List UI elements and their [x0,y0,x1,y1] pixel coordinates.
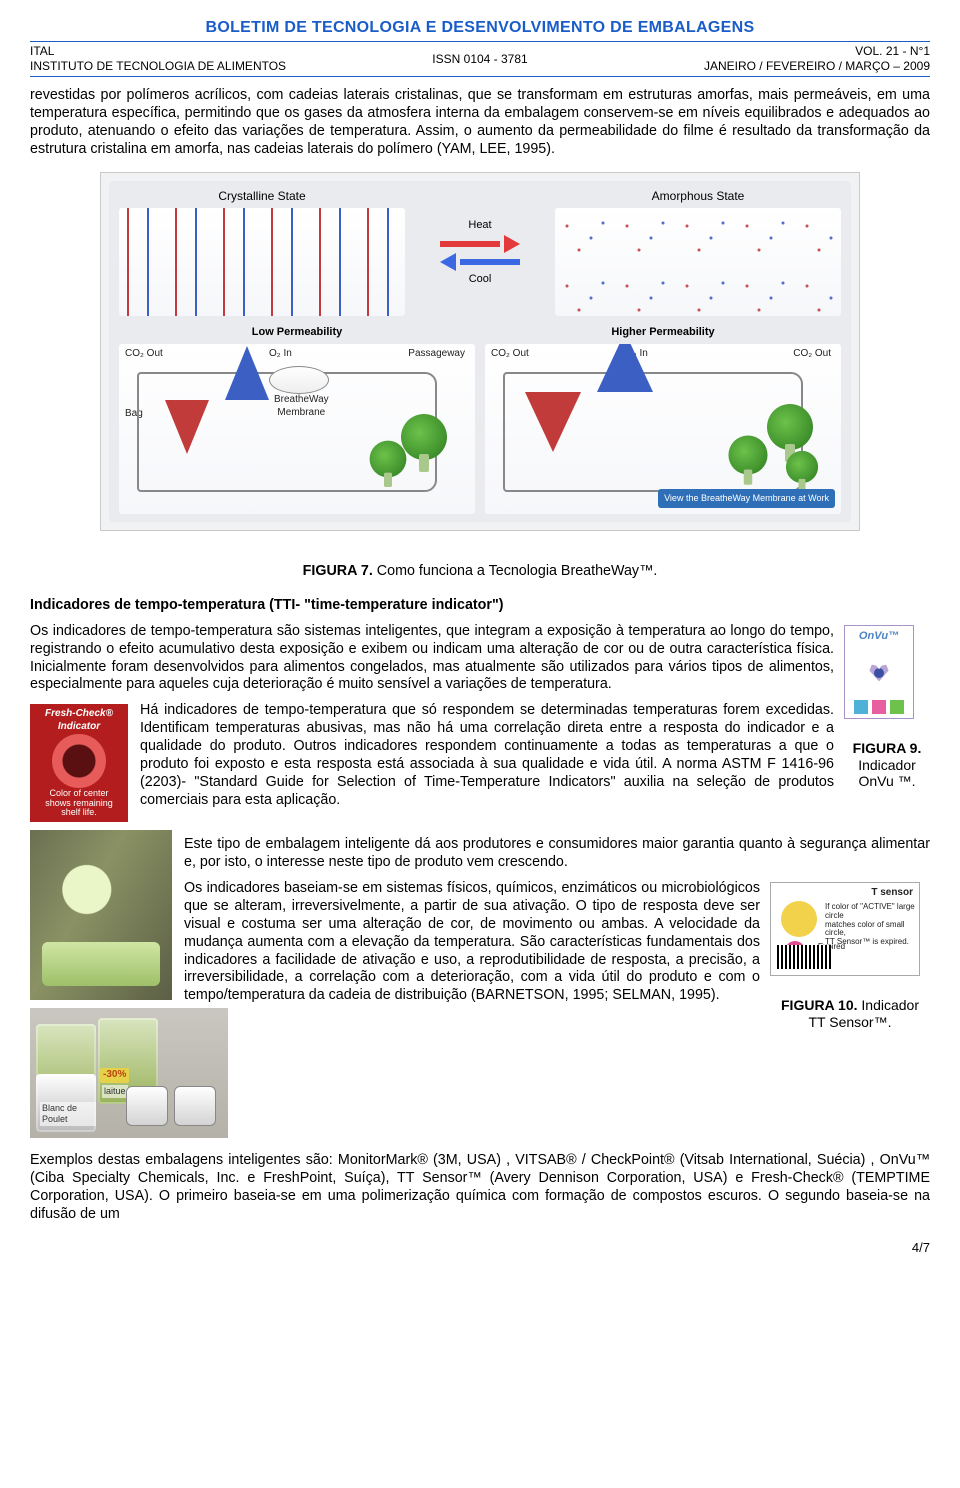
view-membrane-button[interactable]: View the BreatheWay Membrane at Work [658,489,835,508]
fresh-check-bottom-text: Color of center shows remaining shelf li… [45,789,113,819]
figure-9-caption-bold: FIGURA 9. [853,740,922,756]
figure-10-caption: FIGURA 10. Indicador TT Sensor™. [770,980,930,1030]
fig7-crystalline-label: Crystalline State [119,189,405,204]
header-org-long: INSTITUTO DE TECNOLOGIA DE ALIMENTOS [30,59,330,74]
amorphous-state-icon [555,208,841,316]
o2-arrow-icon [597,344,653,392]
crystalline-state-icon [119,208,405,316]
figure-9-caption-text: Indicador OnVu ™. [858,757,916,790]
high-perm-diagram: CO₂ Out O₂ In CO₂ Out View the BreatheWa… [485,344,841,514]
broccoli-icon [786,451,818,483]
fresh-check-ring-icon [52,734,106,788]
low-perm-diagram: CO₂ Out O₂ In Passageway Bag BreatheWay … [119,344,475,514]
tt-sensor-icon: T sensor If color of "ACTIVE" large circ… [770,882,920,976]
co2-arrow-icon [525,392,581,452]
figure-7: Crystalline State Heat Cool Amorphous St… [30,172,930,531]
fresh-check-indicator-icon: Fresh-Check® Indicator Color of center s… [30,704,128,822]
fig7-low-perm-label: Low Permeability [119,326,475,340]
tt-sensor-active-text: If color of "ACTIVE" large circle matche… [825,903,915,947]
bag-label-laitue: laitue [102,1085,128,1098]
page-number: 4/7 [30,1240,930,1256]
broccoli-icon [401,414,447,460]
passageway-label: Passageway [408,348,465,361]
header-meta-row: ITAL INSTITUTO DE TECNOLOGIA DE ALIMENTO… [30,41,930,77]
onvu-small-icon [854,700,868,714]
tt-sensor-title: T sensor [871,887,913,900]
fig7-cool-label: Cool [469,273,492,287]
paragraph-1: revestidas por polímeros acrílicos, com … [30,87,930,158]
co2-arrow-icon [165,400,209,454]
figure-7-caption-bold: FIGURA 7. [303,563,373,579]
figure-10-caption-bold: FIGURA 10. [781,997,858,1013]
heat-arrow-icon [440,237,520,251]
broccoli-icon [767,404,813,450]
onvu-logo-icon: OnVu™ [844,625,914,719]
header-date: JANEIRO / FEVEREIRO / MARÇO – 2009 [630,59,930,74]
header-issn: ISSN 0104 - 3781 [330,44,630,74]
fig7-amorphous-label: Amorphous State [555,189,841,204]
bag-label-blanc: Blanc de Poulet [40,1102,96,1127]
cool-arrow-icon [440,255,520,269]
co2-out-label: CO₂ Out [491,348,529,361]
fig7-heat-label: Heat [468,219,491,233]
onvu-heart-icon [867,660,891,684]
lettuce-prep-photo-icon [30,830,172,1000]
grocery-tray-photo-icon: chicorade laitue Blanc de Poulet -30% [30,1008,228,1138]
discount-badge: -30% [100,1068,129,1083]
tt-sensor-active-circle-icon [781,901,817,937]
o2-arrow-icon [225,346,269,400]
co2-out-label: CO₂ Out [125,348,163,361]
figure-7-caption-text: Como funciona a Tecnologia BreatheWay™. [373,563,658,579]
figure-7-caption: FIGURA 7. Como funciona a Tecnologia Bre… [30,563,930,581]
onvu-logo-text: OnVu™ [859,630,899,644]
co2-out-label: CO₂ Out [793,348,831,361]
paragraph-2: Os indicadores de tempo-temperatura são … [30,623,930,694]
onvu-small-icon [872,700,886,714]
bulletin-title: BOLETIM DE TECNOLOGIA E DESENVOLVIMENTO … [30,18,930,38]
section-heading-tti: Indicadores de tempo-temperatura (TTI- "… [30,597,930,615]
paragraph-6: Exemplos destas embalagens inteligentes … [30,1152,930,1223]
header-volume: VOL. 21 - N°1 [630,44,930,59]
fig7-high-perm-label: Higher Permeability [485,326,841,340]
o2-in-label: O₂ In [269,348,292,361]
broccoli-icon [370,441,407,478]
barcode-icon [777,945,831,969]
header-org-short: ITAL [30,44,330,59]
membrane-icon [269,366,329,394]
onvu-small-icon [890,700,904,714]
broccoli-icon [728,436,767,475]
figure-9-caption: FIGURA 9. Indicador OnVu ™. [844,723,930,790]
paragraph-3: Há indicadores de tempo-temperatura que … [30,702,930,809]
fresh-check-top-text: Fresh-Check® Indicator [45,708,113,733]
